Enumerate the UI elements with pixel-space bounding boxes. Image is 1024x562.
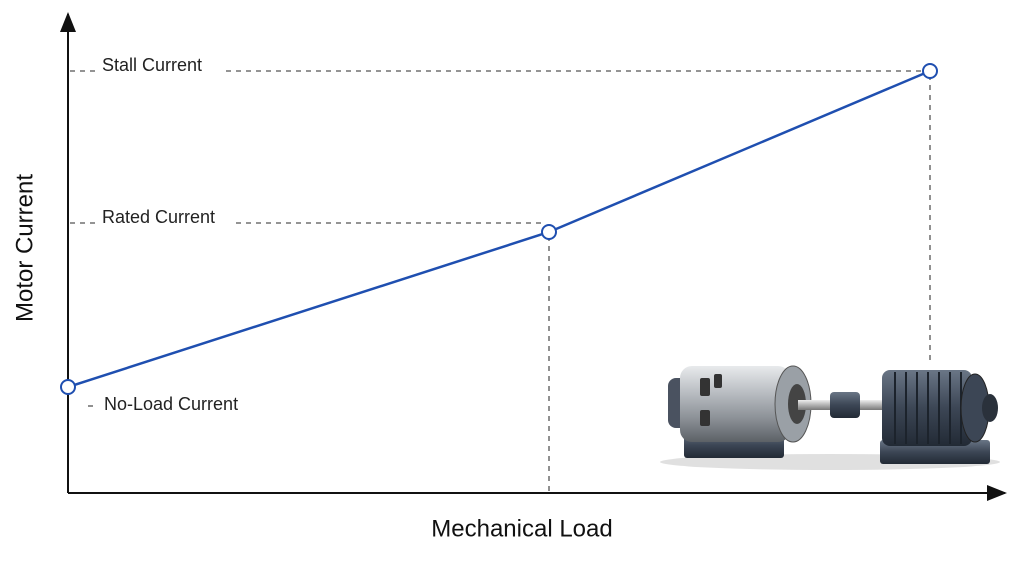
point-label: Stall Current	[102, 55, 202, 75]
motor-illustration	[660, 365, 1000, 470]
guide-lines	[70, 70, 931, 492]
point-marker	[922, 63, 938, 79]
point-marker	[541, 224, 557, 240]
point-marker	[60, 379, 76, 395]
current-curve	[67, 69, 931, 389]
point-label: Rated Current	[102, 207, 215, 227]
y-axis-label: Motor Current	[11, 174, 38, 322]
x-axis-label: Mechanical Load	[431, 515, 612, 542]
point-label: No-Load Current	[104, 394, 238, 414]
